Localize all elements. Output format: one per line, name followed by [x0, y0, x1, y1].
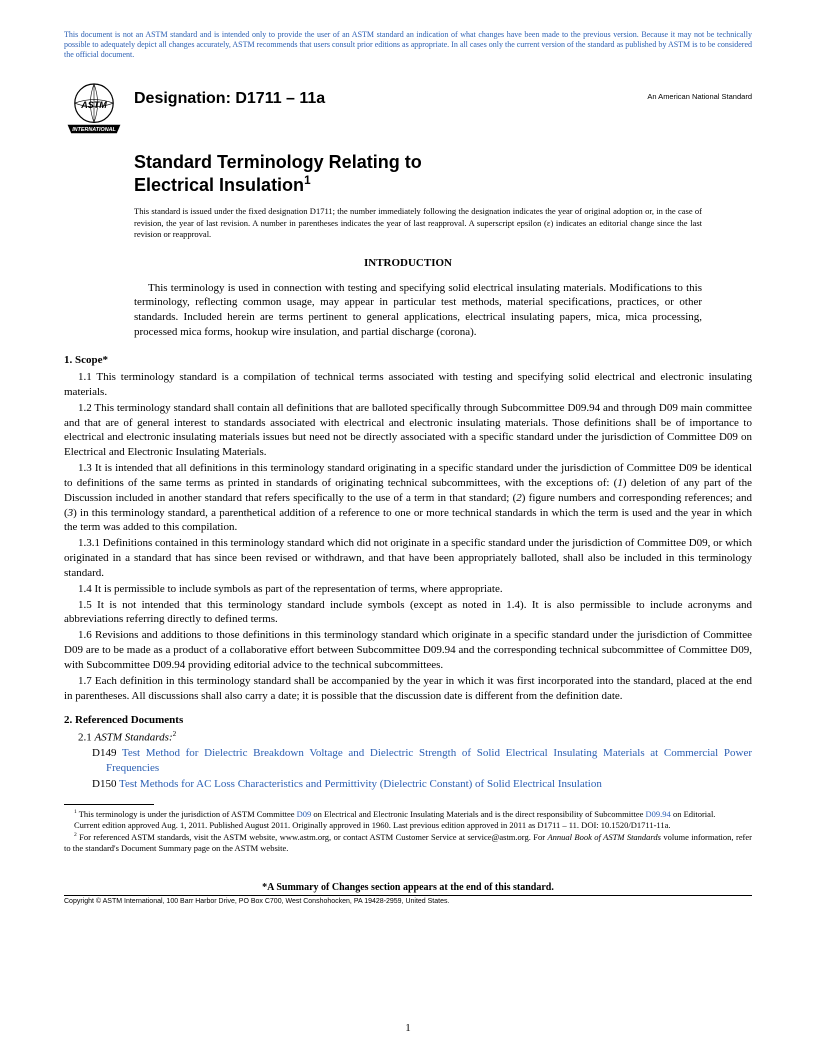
footnote-2-a: For referenced ASTM standards, visit the…: [77, 832, 548, 842]
ref-2-1-label: ASTM Standards:: [95, 731, 173, 743]
svg-text:ASTM: ASTM: [80, 100, 107, 110]
footnote-1-a: This terminology is under the jurisdicti…: [77, 809, 297, 819]
introduction-heading: INTRODUCTION: [64, 257, 752, 269]
footnote-1-edition: Current edition approved Aug. 1, 2011. P…: [64, 820, 752, 831]
summary-of-changes-note: *A Summary of Changes section appears at…: [64, 882, 752, 893]
national-standard-note: An American National Standard: [647, 92, 752, 101]
copyright-rule: [64, 895, 752, 896]
scope-1-3-d: ) in this terminology standard, a parent…: [64, 507, 752, 534]
scope-1-3: 1.3 It is intended that all definitions …: [64, 461, 752, 535]
footnote-1-link-d0994[interactable]: D09.94: [646, 809, 671, 819]
scope-1-2: 1.2 This terminology standard shall cont…: [64, 401, 752, 460]
issued-note: This standard is issued under the fixed …: [134, 206, 702, 240]
designation-block: Designation: D1711 – 11a: [134, 90, 647, 108]
disclaimer-banner: This document is not an ASTM standard an…: [64, 30, 752, 60]
title-line-1: Standard Terminology Relating to: [134, 152, 422, 172]
ref-d150-link[interactable]: Test Methods for AC Loss Characteristics…: [119, 778, 602, 790]
footnote-1-c: on Editorial.: [671, 809, 716, 819]
title-footnote-ref: 1: [304, 174, 311, 187]
footnote-1-b: on Electrical and Electronic Insulating …: [311, 809, 645, 819]
title-block: Standard Terminology Relating to Electri…: [134, 152, 752, 196]
page-number: 1: [0, 1022, 816, 1034]
reference-list: D149 Test Method for Dielectric Breakdow…: [64, 746, 752, 792]
scope-heading: 1. Scope*: [64, 354, 752, 366]
scope-1-6: 1.6 Revisions and additions to those def…: [64, 628, 752, 673]
ref-d150: D150 Test Methods for AC Loss Characteri…: [78, 777, 752, 792]
scope-1-7: 1.7 Each definition in this terminology …: [64, 674, 752, 704]
introduction-text: This terminology is used in connection w…: [134, 281, 702, 340]
footnote-2: 2 For referenced ASTM standards, visit t…: [64, 832, 752, 855]
ref-2-1-num: 2.1: [78, 731, 95, 743]
scope-1-4: 1.4 It is permissible to include symbols…: [64, 582, 752, 597]
ref-d149-link[interactable]: Test Method for Dielectric Breakdown Vol…: [106, 747, 752, 774]
scope-1-1: 1.1 This terminology standard is a compi…: [64, 370, 752, 400]
ref-2-1-footnote: 2: [173, 730, 177, 738]
ref-d149: D149 Test Method for Dielectric Breakdow…: [78, 746, 752, 776]
astm-logo: ASTM INTERNATIONAL: [64, 78, 124, 138]
copyright-line: Copyright © ASTM International, 100 Barr…: [64, 898, 752, 905]
header-row: ASTM INTERNATIONAL Designation: D1711 – …: [64, 78, 752, 138]
ref-2-1: 2.1 ASTM Standards:2: [64, 730, 752, 746]
ref-d149-code: D149: [92, 747, 122, 759]
title-line-2: Electrical Insulation: [134, 175, 304, 195]
ref-d150-code: D150: [92, 778, 119, 790]
footnote-rule: [64, 804, 154, 805]
svg-text:INTERNATIONAL: INTERNATIONAL: [72, 127, 116, 133]
footnote-1-link-d09[interactable]: D09: [297, 809, 312, 819]
referenced-documents-heading: 2. Referenced Documents: [64, 714, 752, 726]
scope-1-3-1: 1.3.1 Definitions contained in this term…: [64, 536, 752, 581]
scope-1-5: 1.5 It is not intended that this termino…: [64, 598, 752, 628]
footnote-1: 1 This terminology is under the jurisdic…: [64, 809, 752, 820]
footnote-2-italic: Annual Book of ASTM Standards: [547, 832, 661, 842]
designation-label: Designation: D1711 – 11a: [134, 90, 647, 108]
document-title: Standard Terminology Relating to Electri…: [134, 152, 752, 196]
